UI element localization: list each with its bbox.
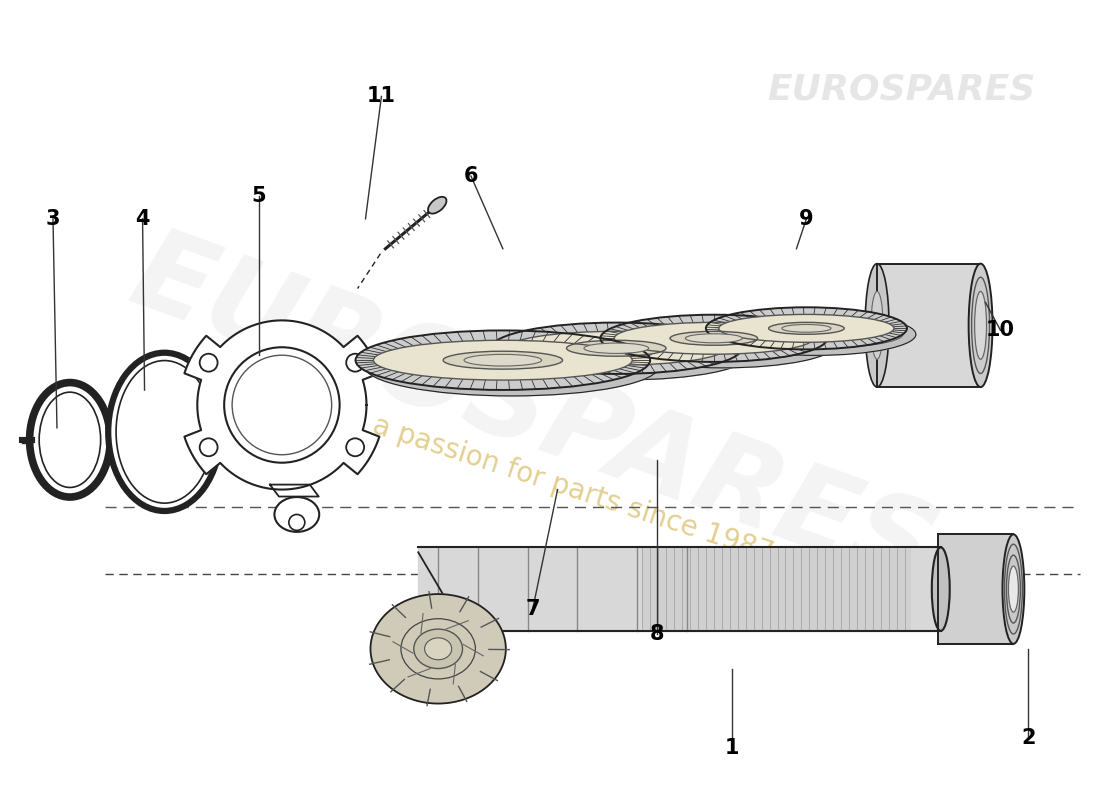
Ellipse shape — [383, 346, 641, 386]
FancyBboxPatch shape — [642, 547, 911, 631]
Ellipse shape — [865, 264, 889, 387]
Text: a passion for parts since 1987: a passion for parts since 1987 — [368, 411, 777, 568]
Text: 2: 2 — [1021, 728, 1035, 748]
Ellipse shape — [507, 331, 726, 365]
Text: 11: 11 — [367, 86, 396, 106]
Ellipse shape — [624, 328, 823, 360]
Circle shape — [200, 354, 218, 372]
Circle shape — [346, 438, 364, 456]
Ellipse shape — [706, 307, 906, 350]
Text: EUROSPARES: EUROSPARES — [117, 218, 949, 612]
Polygon shape — [355, 360, 659, 396]
Text: 10: 10 — [986, 320, 1015, 340]
Ellipse shape — [670, 331, 758, 346]
Circle shape — [346, 354, 364, 372]
Polygon shape — [371, 594, 506, 703]
Ellipse shape — [364, 337, 659, 396]
Ellipse shape — [1002, 534, 1024, 644]
Polygon shape — [491, 348, 750, 380]
FancyBboxPatch shape — [877, 264, 980, 387]
Polygon shape — [270, 485, 319, 497]
Ellipse shape — [374, 340, 632, 380]
FancyBboxPatch shape — [938, 534, 1013, 644]
Text: 6: 6 — [464, 166, 478, 186]
Ellipse shape — [464, 354, 541, 366]
Ellipse shape — [769, 322, 844, 334]
Ellipse shape — [969, 264, 992, 387]
Ellipse shape — [975, 291, 987, 359]
Text: 3: 3 — [46, 209, 60, 229]
Ellipse shape — [609, 321, 836, 368]
Ellipse shape — [40, 392, 100, 487]
Ellipse shape — [1009, 566, 1019, 612]
Ellipse shape — [584, 343, 649, 354]
Ellipse shape — [685, 334, 742, 343]
Ellipse shape — [30, 382, 110, 497]
Circle shape — [200, 438, 218, 456]
Polygon shape — [601, 338, 836, 368]
Ellipse shape — [425, 638, 452, 660]
Ellipse shape — [715, 314, 916, 355]
Ellipse shape — [614, 322, 813, 354]
Polygon shape — [706, 328, 916, 355]
Text: 1: 1 — [725, 738, 739, 758]
Text: EUROSPARES: EUROSPARES — [767, 73, 1035, 106]
Ellipse shape — [274, 497, 319, 532]
Ellipse shape — [414, 629, 462, 669]
Ellipse shape — [491, 322, 741, 374]
Ellipse shape — [108, 353, 221, 511]
Text: 8: 8 — [650, 624, 664, 644]
Polygon shape — [418, 547, 940, 631]
Text: 7: 7 — [526, 599, 540, 619]
Ellipse shape — [428, 197, 447, 214]
Polygon shape — [185, 320, 380, 490]
Ellipse shape — [566, 340, 667, 356]
Ellipse shape — [782, 325, 830, 332]
Text: 9: 9 — [799, 209, 814, 229]
Ellipse shape — [871, 291, 883, 359]
Ellipse shape — [499, 329, 750, 380]
Text: 4: 4 — [135, 209, 150, 229]
Ellipse shape — [728, 320, 903, 348]
Ellipse shape — [117, 361, 212, 503]
Ellipse shape — [355, 330, 650, 390]
Ellipse shape — [932, 547, 949, 631]
Ellipse shape — [601, 314, 827, 362]
Circle shape — [224, 347, 340, 462]
Circle shape — [289, 514, 305, 530]
Ellipse shape — [718, 314, 894, 342]
Text: 5: 5 — [252, 186, 266, 206]
Ellipse shape — [443, 351, 562, 369]
Ellipse shape — [516, 338, 735, 371]
